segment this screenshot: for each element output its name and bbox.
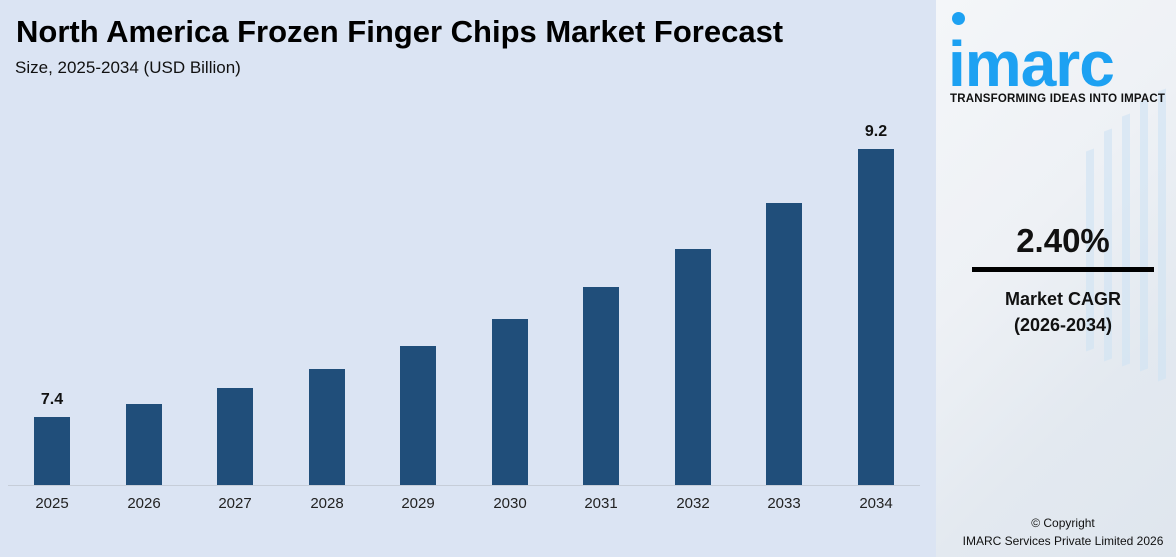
copyright: © Copyright IMARC Services Private Limit… xyxy=(936,514,1176,550)
cagr-divider xyxy=(972,267,1154,272)
x-tick-label: 2032 xyxy=(676,495,710,512)
copyright-line1: © Copyright xyxy=(1031,516,1095,530)
chart-subtitle: Size, 2025-2034 (USD Billion) xyxy=(15,58,241,77)
x-axis-line xyxy=(8,485,920,486)
bar-2025 xyxy=(34,417,70,485)
bar-2029 xyxy=(400,346,436,485)
cagr-label-text: Market CAGR xyxy=(1004,289,1122,309)
x-tick-label: 2030 xyxy=(493,495,527,512)
bar-2031 xyxy=(583,287,619,485)
copyright-line2: IMARC Services Private Limited 2026 xyxy=(962,534,1164,548)
x-tick-label: 2033 xyxy=(767,495,801,512)
logo-dot-icon xyxy=(952,12,965,25)
data-label: 9.2 xyxy=(864,123,888,140)
chart-area: North America Frozen Finger Chips Market… xyxy=(8,14,920,512)
bar-2026 xyxy=(126,404,162,485)
cagr-label: Market CAGR (2026-2034) xyxy=(936,286,1176,338)
bar-2033 xyxy=(766,203,802,485)
x-tick-label: 2029 xyxy=(401,495,435,512)
chart-title: North America Frozen Finger Chips Market… xyxy=(16,14,784,49)
cagr-period: (2026-2034) xyxy=(1013,315,1113,335)
x-tick-label: 2027 xyxy=(218,495,252,512)
x-tick-label: 2025 xyxy=(35,495,69,512)
imarc-logo: imarc xyxy=(948,28,1115,100)
sidebar-panel: imarc TRANSFORMING IDEAS INTO IMPACT 2.4… xyxy=(936,0,1176,557)
x-tick-label: 2031 xyxy=(584,495,618,512)
bar-2028 xyxy=(309,369,345,485)
logo-tagline: TRANSFORMING IDEAS INTO IMPACT xyxy=(950,93,1166,105)
bar-2027 xyxy=(217,388,253,485)
bar-2030 xyxy=(492,319,528,485)
cagr-value: 2.40% xyxy=(1016,222,1110,259)
x-tick-label: 2028 xyxy=(310,495,344,512)
data-label: 7.4 xyxy=(40,391,64,408)
x-tick-label: 2026 xyxy=(127,495,161,512)
bar-2034 xyxy=(858,149,894,485)
bar-2032 xyxy=(675,249,711,485)
x-tick-label: 2034 xyxy=(859,495,893,512)
